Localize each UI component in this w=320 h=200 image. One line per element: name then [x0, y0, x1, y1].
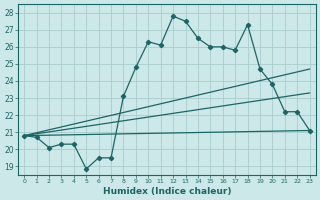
X-axis label: Humidex (Indice chaleur): Humidex (Indice chaleur): [103, 187, 231, 196]
